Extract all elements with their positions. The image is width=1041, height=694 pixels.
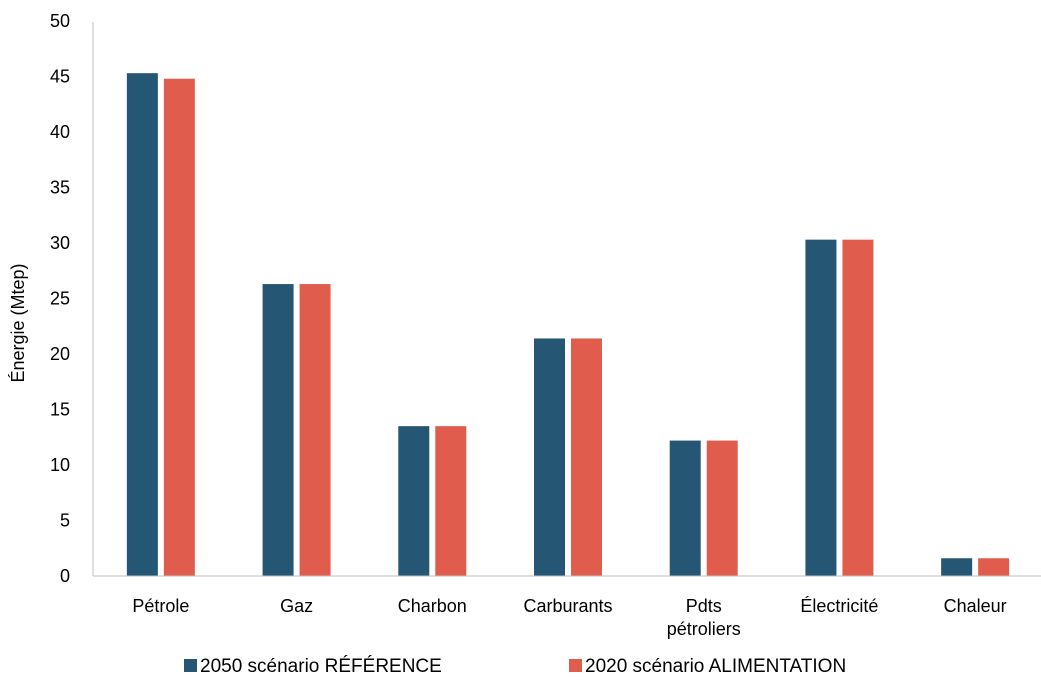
bar-series-2 <box>842 239 874 577</box>
y-tick-label: 25 <box>50 289 70 309</box>
x-tick-label: Pétrole <box>132 596 189 616</box>
x-tick-label-line: Pétrole <box>132 596 189 616</box>
bar-series-2 <box>978 558 1010 576</box>
x-tick-label: Électricité <box>800 596 878 616</box>
y-tick-label: 0 <box>60 566 70 586</box>
x-tick-label-line: Charbon <box>398 596 467 616</box>
bar-series-1 <box>126 73 158 577</box>
legend-label: 2050 scénario RÉFÉRENCE <box>200 656 442 677</box>
x-tick-label: Carburants <box>523 596 612 616</box>
bar-series-2 <box>163 78 195 576</box>
bar-series-1 <box>805 239 837 577</box>
x-tick-label-line: Chaleur <box>944 596 1007 616</box>
x-tick-label: Chaleur <box>944 596 1007 616</box>
y-tick-label: 45 <box>50 67 70 87</box>
y-tick-label: 50 <box>50 11 70 31</box>
x-tick-label-line: Pdts <box>686 596 722 616</box>
bar-series-1 <box>398 426 430 576</box>
x-tick-label-line: Gaz <box>280 596 313 616</box>
legend-swatch <box>184 659 197 672</box>
legend-swatch <box>569 659 582 672</box>
x-tick-label-line: pétroliers <box>667 619 741 639</box>
y-tick-label: 30 <box>50 233 70 253</box>
bar-series-2 <box>571 338 602 576</box>
y-axis-title: Énergie (Mtep) <box>8 263 28 382</box>
bars <box>126 73 1010 577</box>
legend-label: 2020 scénario ALIMENTATION <box>585 656 846 677</box>
x-tick-label: Charbon <box>398 596 467 616</box>
y-tick-label: 15 <box>50 400 70 420</box>
x-tick-label: Pdts pétroliers <box>667 596 741 639</box>
y-tick-label: 35 <box>50 178 70 198</box>
bar-series-1 <box>534 338 565 576</box>
x-axis-labels: Pétrole Gaz Charbon Carburants Pdts pétrolier… <box>132 596 1006 639</box>
legend: 2050 scénario RÉFÉRENCE 2020 scénario ALI… <box>184 656 846 677</box>
y-tick-label: 40 <box>50 122 70 142</box>
y-axis-ticks: 0 5 10 15 20 25 30 35 40 45 50 <box>50 11 70 586</box>
y-tick-label: 20 <box>50 344 70 364</box>
bar-series-2 <box>299 284 331 576</box>
bar-series-2 <box>435 426 467 576</box>
x-tick-label-line: Électricité <box>800 596 878 616</box>
bar-series-2 <box>706 440 738 576</box>
x-tick-label: Gaz <box>280 596 313 616</box>
y-tick-label: 5 <box>60 511 70 531</box>
bar-series-1 <box>262 284 294 576</box>
x-tick-label-line: Carburants <box>523 596 612 616</box>
bar-series-1 <box>669 440 701 576</box>
y-tick-label: 10 <box>50 455 70 475</box>
bar-series-1 <box>941 558 973 576</box>
